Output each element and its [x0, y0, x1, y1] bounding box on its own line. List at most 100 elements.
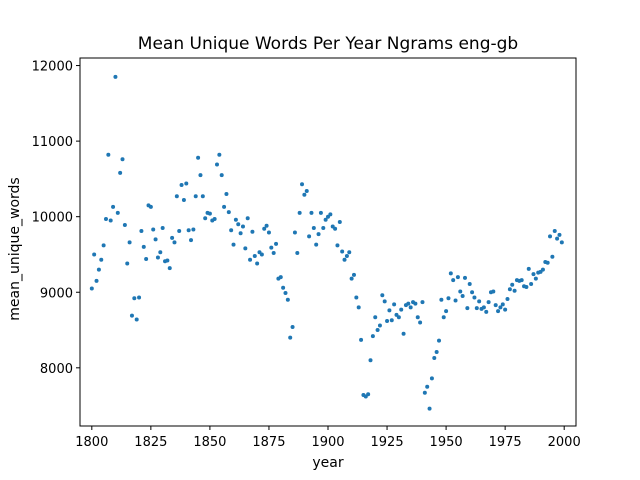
data-point	[559, 240, 564, 245]
data-point	[533, 276, 538, 281]
data-point	[512, 288, 517, 293]
data-point	[103, 216, 108, 221]
data-point	[545, 260, 550, 265]
data-point	[550, 254, 555, 259]
data-point	[255, 261, 260, 266]
data-point	[259, 252, 264, 257]
data-point	[354, 295, 359, 300]
data-point	[94, 278, 99, 283]
data-point	[333, 226, 338, 231]
data-point	[337, 219, 342, 224]
data-point	[283, 291, 288, 296]
x-tick-label: 1950	[430, 435, 463, 450]
data-point	[122, 223, 127, 227]
data-point	[392, 302, 397, 307]
data-point	[191, 227, 196, 232]
data-point	[420, 300, 425, 305]
data-point	[118, 170, 123, 175]
data-point	[349, 276, 354, 281]
x-tick-label: 1975	[489, 435, 522, 450]
data-point	[540, 267, 545, 272]
data-point	[356, 305, 361, 310]
data-point	[139, 229, 144, 234]
data-point	[134, 317, 139, 322]
data-point	[172, 240, 177, 245]
data-point	[238, 231, 243, 236]
data-point	[451, 278, 456, 283]
data-point	[455, 275, 460, 280]
data-point	[186, 228, 191, 233]
data-point	[529, 281, 534, 286]
data-point	[155, 255, 160, 260]
data-point	[467, 281, 472, 286]
y-tick-label: 11000	[32, 135, 73, 150]
data-point	[181, 198, 186, 203]
data-point	[472, 295, 477, 300]
data-point	[92, 252, 97, 257]
data-point	[427, 406, 432, 411]
y-axis-label: mean_unique_words	[7, 177, 23, 320]
data-point	[474, 306, 479, 311]
data-point	[108, 218, 113, 223]
data-point	[408, 305, 413, 310]
data-point	[167, 266, 172, 271]
data-point	[377, 323, 382, 328]
data-point	[477, 299, 482, 304]
data-point	[373, 315, 378, 320]
data-point	[441, 315, 446, 320]
data-point	[203, 216, 208, 221]
data-point	[309, 210, 314, 215]
data-point	[519, 278, 524, 283]
data-point	[214, 162, 219, 167]
data-point	[500, 302, 505, 307]
data-point	[226, 210, 231, 215]
data-point	[389, 318, 394, 323]
data-point	[137, 295, 142, 300]
data-point	[524, 284, 529, 289]
data-point	[385, 318, 390, 323]
data-point	[243, 246, 248, 251]
data-point	[491, 289, 496, 294]
data-point	[413, 301, 418, 306]
data-point	[439, 297, 444, 302]
data-point	[151, 227, 156, 232]
data-point	[311, 226, 316, 231]
y-tick-label: 9000	[40, 286, 73, 301]
x-tick-label: 2000	[548, 435, 581, 450]
data-point	[231, 242, 236, 247]
data-point	[229, 228, 234, 233]
data-point	[120, 157, 125, 162]
data-point	[281, 285, 286, 290]
data-point	[271, 250, 276, 255]
data-point	[429, 376, 434, 381]
data-point	[458, 289, 463, 294]
data-point	[236, 222, 241, 227]
data-point	[252, 253, 257, 258]
data-point	[125, 261, 130, 266]
x-tick-label: 1850	[193, 435, 226, 450]
data-point	[245, 216, 250, 221]
chart-title: Mean Unique Words Per Year Ngrams eng-gb	[138, 34, 518, 54]
data-point	[307, 234, 312, 239]
data-point	[132, 296, 137, 301]
data-point	[484, 309, 489, 314]
data-point	[248, 257, 253, 262]
data-point	[493, 303, 498, 308]
data-point	[335, 243, 340, 248]
data-point	[399, 307, 404, 312]
data-point	[233, 217, 238, 222]
data-point	[290, 325, 295, 330]
data-point	[432, 355, 437, 360]
data-point	[165, 258, 170, 263]
data-point	[370, 334, 375, 339]
data-point	[170, 235, 175, 240]
data-point	[505, 297, 510, 302]
data-point	[507, 287, 512, 292]
data-point	[446, 296, 451, 301]
data-point	[425, 384, 430, 389]
data-point	[240, 224, 245, 229]
data-point	[304, 188, 309, 193]
data-point	[295, 250, 300, 255]
data-point	[217, 152, 222, 157]
data-point	[503, 307, 508, 312]
